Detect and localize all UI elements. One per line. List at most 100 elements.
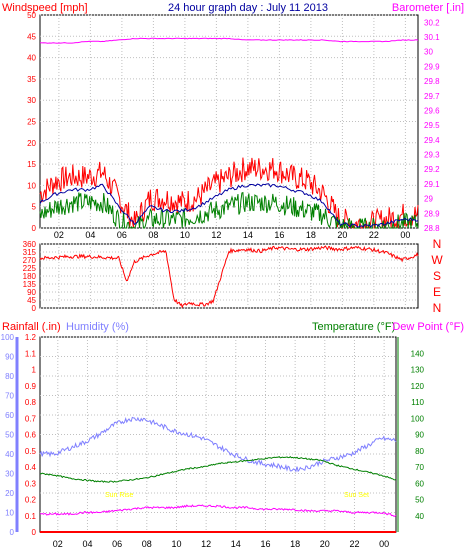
windspeed-tick-label: 50: [27, 11, 36, 20]
rainfall-axis-label: Rainfall (.in): [2, 321, 61, 333]
temperature-series-line: [39, 455, 397, 483]
dewpoint-axis-label: Dew Point (°F): [392, 321, 464, 333]
direction-tick-label: 90: [27, 288, 36, 297]
x-tick-label: 20: [320, 539, 330, 549]
x-tick-label: 02: [53, 539, 63, 549]
wind-direction-series-line: [39, 245, 419, 309]
dewpoint-series-line: [39, 504, 397, 517]
temperature-tick-label: 40: [415, 512, 424, 521]
temperature-tick-label: 90: [415, 431, 424, 440]
data-layer: [39, 37, 419, 533]
x-tick-label: 06: [112, 539, 122, 549]
barometer-tick-label: 29.1: [424, 180, 440, 189]
barometer-tick-label: 29.2: [424, 165, 440, 174]
windspeed-tick-label: 10: [27, 181, 36, 190]
humidity-tick-label: 30: [5, 470, 14, 479]
barometer-series-line: [39, 37, 419, 44]
temperature-tick-label: 50: [415, 496, 424, 505]
x-tick-label: 08: [148, 230, 158, 240]
compass-label: N: [433, 301, 442, 315]
humidity-tick-label: 60: [5, 411, 14, 420]
x-tick-label: 22: [369, 230, 379, 240]
x-tick-label: 02: [54, 230, 64, 240]
direction-tick-label: 270: [23, 256, 37, 265]
windspeed-tick-label: 5: [32, 203, 37, 212]
temperature-tick-label: 120: [411, 382, 425, 391]
x-tick-label: 10: [171, 539, 181, 549]
rainfall-tick-label: 0: [32, 528, 37, 537]
barometer-tick-label: 30.1: [424, 33, 440, 42]
rainfall-tick-label: 1: [32, 366, 37, 375]
rainfall-tick-label: 0.1: [25, 512, 37, 521]
x-tick-label: 08: [142, 539, 152, 549]
windspeed-tick-label: 40: [27, 54, 36, 63]
windspeed-tick-label: 0: [32, 224, 37, 233]
direction-tick-label: 0: [32, 304, 37, 313]
x-tick-label: 04: [85, 230, 95, 240]
rainfall-tick-label: 0.7: [25, 414, 37, 423]
humidity-tick-label: 0: [10, 528, 15, 537]
x-tick-label: 04: [82, 539, 92, 549]
x-tick-label: 12: [211, 230, 221, 240]
humidity-axis-label: Humidity (%): [66, 321, 129, 333]
chart-title: 24 hour graph day : July 11 2013: [168, 2, 328, 14]
compass-label: N: [433, 237, 442, 251]
humidity-tick-label: 100: [1, 333, 15, 342]
temperature-tick-label: 130: [411, 366, 425, 375]
humidity-tick-label: 80: [5, 372, 14, 381]
compass-label: S: [433, 269, 441, 283]
temperature-tick-label: 80: [415, 447, 424, 456]
x-tick-label: 12: [201, 539, 211, 549]
temperature-tick-label: 100: [411, 414, 425, 423]
x-tick-label: 00: [379, 539, 389, 549]
grid-layer: [40, 14, 418, 533]
x-tick-label: 14: [231, 539, 241, 549]
compass-label: W: [431, 253, 443, 267]
compass-label: E: [433, 285, 441, 299]
windspeed-tick-label: 45: [27, 32, 36, 41]
windspeed-tick-label: 25: [27, 118, 36, 127]
humidity-tick-label: 90: [5, 353, 14, 362]
x-tick-label: 00: [400, 230, 410, 240]
barometer-tick-label: 30.2: [424, 18, 440, 27]
windspeed-tick-label: 35: [27, 75, 36, 84]
x-tick-label: 16: [274, 230, 284, 240]
x-tick-label: 18: [306, 230, 316, 240]
temperature-axis-label: Temperature (°F): [312, 321, 395, 333]
direction-tick-label: 45: [27, 296, 36, 305]
barometer-tick-label: 30: [424, 48, 433, 57]
x-tick-label: 22: [349, 539, 359, 549]
windspeed-tick-label: 15: [27, 160, 36, 169]
barometer-tick-label: 28.8: [424, 224, 440, 233]
rainfall-tick-label: 1.1: [25, 349, 37, 358]
temperature-tick-label: 60: [415, 479, 424, 488]
barometer-tick-label: 29.7: [424, 92, 440, 101]
x-tick-label: 18: [290, 539, 300, 549]
windspeed-tick-label: 30: [27, 96, 36, 105]
humidity-tick-label: 50: [5, 431, 14, 440]
barometer-tick-label: 29.8: [424, 77, 440, 86]
barometer-tick-label: 29.5: [424, 121, 440, 130]
rainfall-tick-label: 0.2: [25, 496, 37, 505]
temperature-tick-label: 110: [411, 398, 424, 407]
rainfall-tick-label: 0.9: [25, 382, 37, 391]
direction-tick-label: 225: [23, 264, 37, 273]
rainfall-tick-label: 0.6: [25, 431, 37, 440]
sunrise-label: Sun Rise: [105, 492, 134, 499]
direction-tick-label: 180: [23, 272, 37, 281]
humidity-tick-label: 10: [5, 509, 14, 518]
barometer-tick-label: 29.9: [424, 62, 440, 71]
direction-tick-label: 135: [23, 280, 37, 289]
windspeed-tick-label: 20: [27, 139, 36, 148]
tick-layer: 0510152025303540455028.828.92929.129.229…: [1, 11, 444, 549]
humidity-tick-label: 40: [5, 450, 14, 459]
barometer-tick-label: 29.3: [424, 151, 440, 160]
rainfall-tick-label: 0.3: [25, 479, 37, 488]
rainfall-tick-label: 0.8: [25, 398, 37, 407]
humidity-tick-label: 20: [5, 489, 14, 498]
barometer-tick-label: 29.6: [424, 106, 440, 115]
barometer-tick-label: 29: [424, 195, 433, 204]
windspeed-series-line: [39, 157, 419, 230]
